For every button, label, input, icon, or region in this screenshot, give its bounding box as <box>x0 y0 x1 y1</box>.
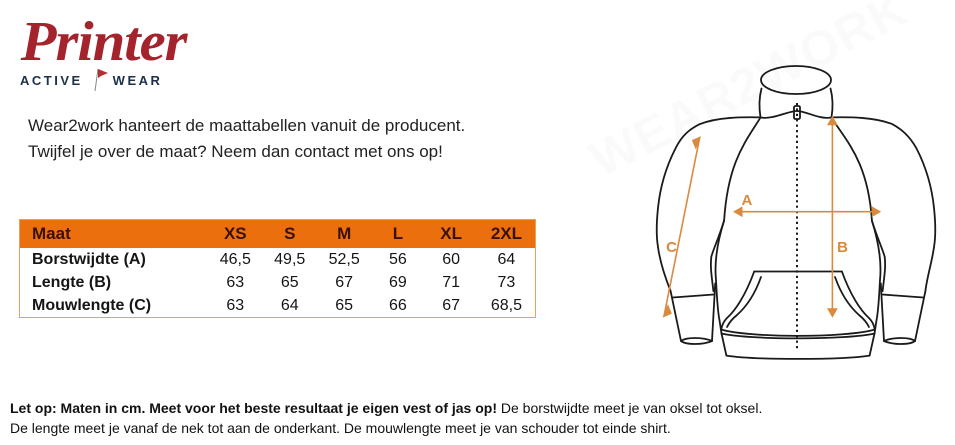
svg-text:C: C <box>666 239 677 256</box>
svg-text:A: A <box>742 192 753 209</box>
svg-text:B: B <box>837 239 848 256</box>
